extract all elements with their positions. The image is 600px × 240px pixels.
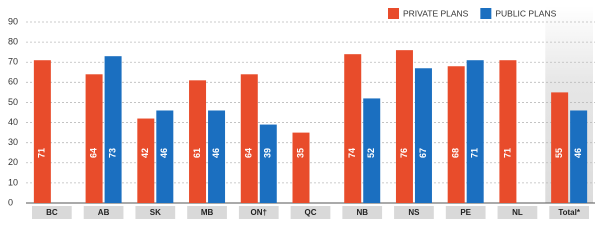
value-label: 42 [140, 148, 150, 158]
value-label: 46 [573, 148, 583, 158]
bar [104, 56, 122, 203]
bar [395, 50, 413, 204]
category-box [238, 206, 279, 219]
bar [414, 68, 432, 203]
bar [85, 74, 103, 204]
category-box [135, 206, 176, 219]
legend-label: PRIVATE PLANS [403, 8, 469, 18]
y-tick-label: 70 [8, 57, 18, 67]
value-label: 55 [554, 148, 564, 158]
value-label: 35 [295, 148, 305, 158]
legend-swatch [388, 8, 399, 19]
x-tick-label: BC [46, 208, 58, 217]
category-box [342, 206, 383, 219]
value-label: 39 [263, 148, 273, 158]
bar [240, 74, 258, 204]
legend-swatch [480, 8, 492, 19]
x-tick-label: ON† [251, 208, 267, 217]
bar [137, 118, 155, 203]
bar [499, 60, 517, 203]
x-tick-label: NS [408, 208, 420, 217]
value-label: 71 [502, 148, 512, 158]
y-tick-label: 90 [8, 16, 18, 26]
bar [344, 54, 362, 203]
value-label: 71 [470, 148, 480, 158]
x-tick-label: QC [305, 208, 317, 217]
value-label: 68 [451, 148, 461, 158]
y-tick-label: 50 [8, 97, 18, 107]
value-label: 46 [159, 148, 169, 158]
value-label: 76 [399, 148, 409, 158]
category-box [32, 206, 72, 219]
category-box [187, 206, 227, 219]
bar [466, 60, 484, 203]
category-box [394, 206, 434, 219]
value-label: 64 [88, 148, 98, 158]
y-tick-label: 0 [8, 197, 13, 207]
value-label: 61 [192, 148, 202, 158]
value-label: 74 [347, 148, 357, 158]
category-box [290, 206, 331, 219]
y-tick-label: 20 [8, 157, 18, 167]
category-box [83, 206, 124, 219]
y-tick-label: 80 [8, 36, 18, 46]
x-tick-label: Total* [558, 208, 581, 217]
category-box [445, 206, 486, 219]
bar [189, 80, 207, 203]
y-tick-label: 60 [8, 77, 18, 87]
legend-label: PUBLIC PLANS [495, 8, 556, 18]
value-label: 71 [37, 148, 47, 158]
category-box [497, 206, 538, 219]
value-label: 52 [366, 148, 376, 158]
x-tick-label: MB [201, 208, 214, 217]
value-label: 73 [107, 148, 117, 158]
y-tick-label: 30 [8, 137, 18, 147]
value-label: 64 [244, 148, 254, 158]
y-tick-label: 10 [8, 177, 18, 187]
bar [208, 110, 226, 203]
y-tick-label: 40 [8, 117, 18, 127]
bar [33, 60, 51, 203]
bar [551, 92, 569, 203]
bar [447, 66, 465, 203]
x-tick-label: NB [356, 208, 368, 217]
chart: 0 10 20 30 40 50 60 70 80 90 BC 71 AB 64 73 SK 42 46 MB 61 4… [8, 6, 595, 219]
bar [292, 132, 310, 203]
x-tick-label: AB [98, 208, 110, 217]
value-label: 67 [418, 148, 428, 158]
x-tick-label: PE [460, 208, 471, 217]
x-tick-label: NL [512, 208, 523, 217]
bar [156, 110, 174, 203]
x-tick-label: SK [150, 208, 161, 217]
bar [259, 124, 277, 203]
value-label: 46 [211, 148, 221, 158]
bar [363, 98, 381, 203]
bar [570, 110, 588, 203]
category-box [549, 206, 589, 219]
